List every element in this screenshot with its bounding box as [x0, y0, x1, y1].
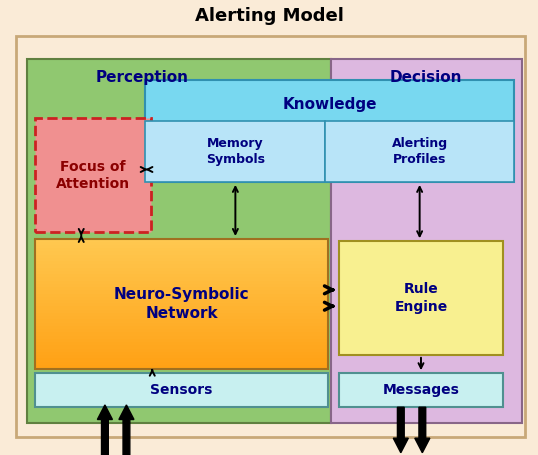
FancyBboxPatch shape — [145, 121, 325, 182]
FancyArrow shape — [119, 405, 134, 455]
FancyBboxPatch shape — [145, 80, 514, 182]
FancyBboxPatch shape — [35, 310, 328, 313]
FancyBboxPatch shape — [16, 36, 525, 437]
FancyBboxPatch shape — [35, 261, 328, 265]
FancyBboxPatch shape — [35, 255, 328, 258]
FancyBboxPatch shape — [35, 242, 328, 245]
FancyBboxPatch shape — [35, 319, 328, 323]
FancyBboxPatch shape — [35, 297, 328, 300]
FancyBboxPatch shape — [35, 329, 328, 333]
FancyBboxPatch shape — [35, 287, 328, 291]
FancyBboxPatch shape — [35, 333, 328, 336]
Text: Messages: Messages — [383, 383, 459, 397]
FancyBboxPatch shape — [35, 284, 328, 288]
FancyBboxPatch shape — [35, 316, 328, 320]
FancyBboxPatch shape — [35, 342, 328, 346]
FancyBboxPatch shape — [35, 274, 328, 278]
FancyBboxPatch shape — [35, 336, 328, 339]
FancyBboxPatch shape — [35, 251, 328, 255]
FancyBboxPatch shape — [35, 281, 328, 284]
FancyArrow shape — [97, 405, 112, 455]
FancyBboxPatch shape — [35, 355, 328, 359]
Text: Sensors: Sensors — [151, 383, 213, 397]
FancyBboxPatch shape — [35, 245, 328, 248]
Text: Alerting
Profiles: Alerting Profiles — [392, 137, 448, 166]
FancyBboxPatch shape — [35, 290, 328, 294]
FancyBboxPatch shape — [339, 373, 503, 407]
FancyBboxPatch shape — [35, 313, 328, 317]
FancyBboxPatch shape — [35, 352, 328, 356]
FancyBboxPatch shape — [35, 326, 328, 329]
FancyBboxPatch shape — [35, 258, 328, 262]
FancyBboxPatch shape — [35, 303, 328, 307]
FancyBboxPatch shape — [35, 271, 328, 274]
Text: Decision: Decision — [390, 70, 463, 85]
FancyBboxPatch shape — [35, 300, 328, 304]
Text: Neuro-Symbolic
Network: Neuro-Symbolic Network — [114, 287, 250, 320]
FancyBboxPatch shape — [35, 268, 328, 271]
FancyBboxPatch shape — [35, 365, 328, 369]
Text: Knowledge: Knowledge — [282, 97, 377, 112]
FancyBboxPatch shape — [35, 345, 328, 349]
FancyBboxPatch shape — [35, 307, 328, 310]
FancyBboxPatch shape — [35, 339, 328, 343]
FancyBboxPatch shape — [331, 59, 522, 423]
Text: Focus of
Attention: Focus of Attention — [56, 160, 130, 191]
Text: Alerting Model: Alerting Model — [195, 7, 343, 25]
FancyBboxPatch shape — [35, 373, 328, 407]
FancyBboxPatch shape — [35, 362, 328, 365]
FancyBboxPatch shape — [35, 293, 328, 297]
FancyBboxPatch shape — [35, 264, 328, 268]
FancyBboxPatch shape — [35, 277, 328, 281]
FancyBboxPatch shape — [35, 248, 328, 252]
FancyBboxPatch shape — [35, 323, 328, 326]
Text: Perception: Perception — [96, 70, 189, 85]
FancyBboxPatch shape — [35, 359, 328, 362]
FancyBboxPatch shape — [35, 349, 328, 352]
FancyArrow shape — [415, 407, 430, 453]
Text: Memory
Symbols: Memory Symbols — [206, 137, 265, 166]
FancyArrow shape — [393, 407, 408, 453]
FancyBboxPatch shape — [325, 121, 514, 182]
FancyBboxPatch shape — [27, 59, 331, 423]
FancyBboxPatch shape — [35, 238, 328, 242]
FancyBboxPatch shape — [339, 241, 503, 355]
FancyBboxPatch shape — [35, 118, 151, 232]
Text: Rule
Engine: Rule Engine — [394, 283, 448, 313]
